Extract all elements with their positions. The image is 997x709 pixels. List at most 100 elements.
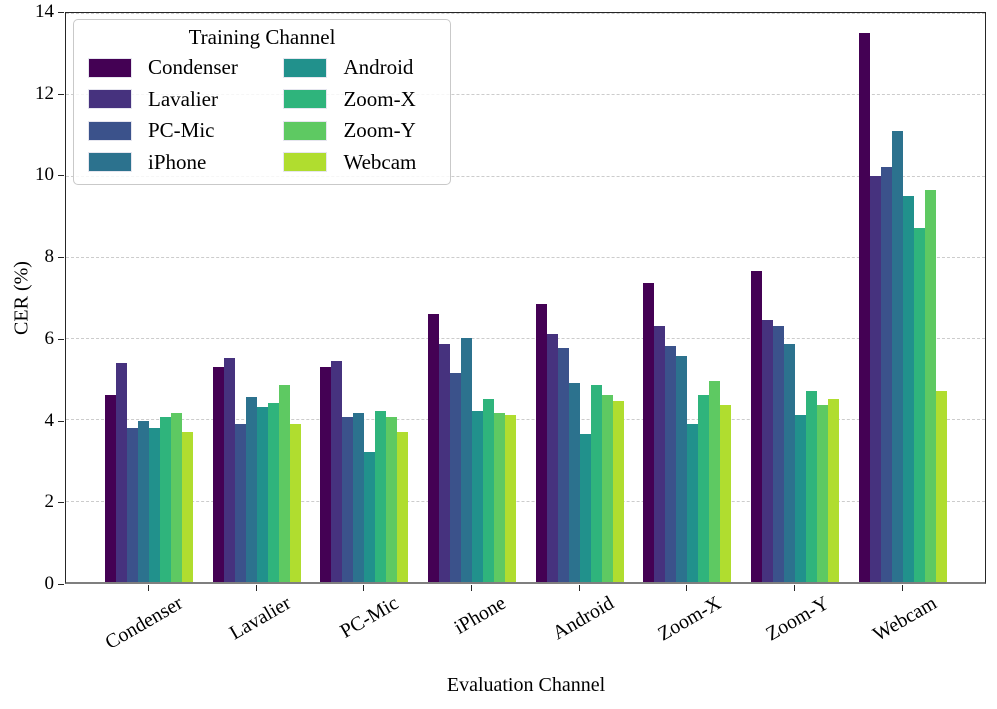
- bar-android-on-android: [579, 433, 591, 582]
- legend-swatch-condenser: [88, 57, 132, 78]
- x-tick-label: Android: [548, 592, 618, 645]
- bar-iphone-on-webcam: [891, 130, 903, 582]
- bar-condenser-on-pc-mic: [320, 366, 332, 582]
- bar-zoom-y-on-zoom-y: [816, 405, 828, 582]
- bar-iphone-on-zoom-y: [783, 344, 795, 582]
- gridline: [66, 338, 985, 340]
- x-tick-label: Condenser: [101, 592, 187, 654]
- bar-group-condenser: [105, 13, 193, 582]
- bar-webcam-on-zoom-x: [720, 405, 732, 582]
- bar-condenser-on-webcam: [858, 33, 870, 582]
- bar-group-webcam: [858, 13, 947, 582]
- legend-swatch-iphone: [88, 152, 132, 173]
- bar-zoom-x-on-android: [590, 384, 602, 582]
- bar-zoom-y-on-iphone: [493, 413, 505, 582]
- bar-pc-mic-on-iphone: [449, 372, 461, 582]
- legend-label: Android: [343, 55, 414, 80]
- bar-zoom-x-on-lavalier: [267, 403, 279, 582]
- legend-swatch-zoom-y: [283, 120, 328, 141]
- bar-iphone-on-condenser: [138, 421, 149, 582]
- bar-zoom-x-on-zoom-y: [805, 390, 817, 582]
- bar-iphone-on-pc-mic: [353, 413, 365, 582]
- bar-webcam-on-android: [612, 401, 624, 582]
- x-tick: [255, 585, 257, 591]
- x-tick: [148, 585, 149, 591]
- bar-group-zoom-x: [643, 13, 732, 582]
- x-tick-label: Zoom-Y: [762, 592, 833, 646]
- x-tick: [686, 585, 688, 591]
- x-tick-label: Zoom-X: [654, 592, 726, 646]
- legend-item-pc-mic: PC-Mic: [88, 115, 257, 147]
- bar-lavalier-on-condenser: [116, 362, 127, 582]
- legend: Training Channel Condenser Lavalier PC-Mic…: [73, 19, 451, 185]
- bar-condenser-on-condenser: [105, 395, 116, 582]
- x-tick-label: PC-Mic: [336, 592, 403, 643]
- x-tick-label: Webcam: [869, 592, 941, 646]
- bar-webcam-on-lavalier: [289, 423, 301, 582]
- gridline: [66, 419, 985, 421]
- bar-iphone-on-zoom-x: [676, 356, 688, 582]
- bar-android-on-iphone: [471, 411, 483, 582]
- legend-swatch-lavalier: [88, 89, 132, 110]
- legend-swatch-zoom-x: [283, 89, 328, 110]
- bar-pc-mic-on-android: [557, 348, 569, 582]
- bar-webcam-on-zoom-y: [827, 399, 839, 582]
- x-tick-label: iPhone: [450, 592, 510, 639]
- bar-condenser-on-zoom-x: [643, 283, 655, 582]
- legend-label: Lavalier: [148, 86, 218, 111]
- legend-swatch-pc-mic: [88, 120, 132, 141]
- x-tick: [793, 585, 795, 591]
- bar-zoom-x-on-condenser: [160, 417, 171, 582]
- y-tick: [58, 420, 64, 422]
- gridline: [66, 94, 985, 96]
- legend-item-iphone: iPhone: [88, 147, 257, 179]
- bar-group-pc-mic: [320, 13, 409, 582]
- gridline: [66, 175, 985, 177]
- bar-zoom-y-on-lavalier: [278, 384, 290, 582]
- bar-zoom-y-on-webcam: [924, 189, 936, 582]
- legend-label: Zoom-X: [343, 86, 416, 111]
- y-tick-label: 8: [44, 246, 55, 268]
- x-tick-label: Lavalier: [225, 592, 295, 645]
- y-tick-label: 4: [44, 409, 55, 431]
- bar-android-on-webcam: [902, 195, 914, 582]
- bar-android-on-zoom-y: [794, 415, 806, 582]
- y-tick: [58, 584, 64, 585]
- legend-item-condenser: Condenser: [88, 52, 257, 84]
- bar-android-on-lavalier: [256, 407, 268, 582]
- bar-webcam-on-webcam: [935, 390, 947, 582]
- y-tick: [58, 338, 64, 340]
- bar-lavalier-on-pc-mic: [331, 360, 343, 582]
- bar-condenser-on-iphone: [427, 313, 439, 582]
- y-tick: [58, 257, 64, 259]
- gridline: [66, 256, 985, 258]
- legend-item-webcam: Webcam: [283, 147, 436, 179]
- bar-pc-mic-on-zoom-x: [665, 346, 677, 582]
- legend-item-zoom-y: Zoom-Y: [283, 115, 436, 147]
- bar-webcam-on-condenser: [182, 431, 193, 582]
- bar-zoom-y-on-pc-mic: [386, 417, 398, 582]
- bar-lavalier-on-zoom-y: [761, 319, 773, 582]
- legend-swatch-webcam: [283, 152, 328, 173]
- legend-label: Condenser: [148, 55, 238, 80]
- bar-webcam-on-pc-mic: [397, 431, 409, 582]
- x-tick: [901, 585, 903, 591]
- x-tick: [363, 585, 365, 591]
- bar-group-iphone: [427, 13, 516, 582]
- bar-group-android: [535, 13, 624, 582]
- bar-iphone-on-android: [568, 382, 580, 582]
- legend-label: PC-Mic: [148, 118, 215, 143]
- gridline: [66, 500, 985, 502]
- bar-zoom-y-on-condenser: [171, 413, 182, 582]
- bar-pc-mic-on-pc-mic: [342, 417, 354, 582]
- bar-lavalier-on-lavalier: [223, 358, 235, 582]
- bar-pc-mic-on-condenser: [127, 427, 138, 582]
- bar-zoom-y-on-android: [601, 395, 613, 582]
- bar-condenser-on-android: [535, 303, 547, 582]
- bar-group-lavalier: [212, 13, 301, 582]
- bar-pc-mic-on-webcam: [880, 167, 892, 582]
- bar-android-on-condenser: [149, 427, 160, 582]
- bar-iphone-on-iphone: [460, 338, 472, 582]
- y-tick-label: 0: [44, 573, 55, 594]
